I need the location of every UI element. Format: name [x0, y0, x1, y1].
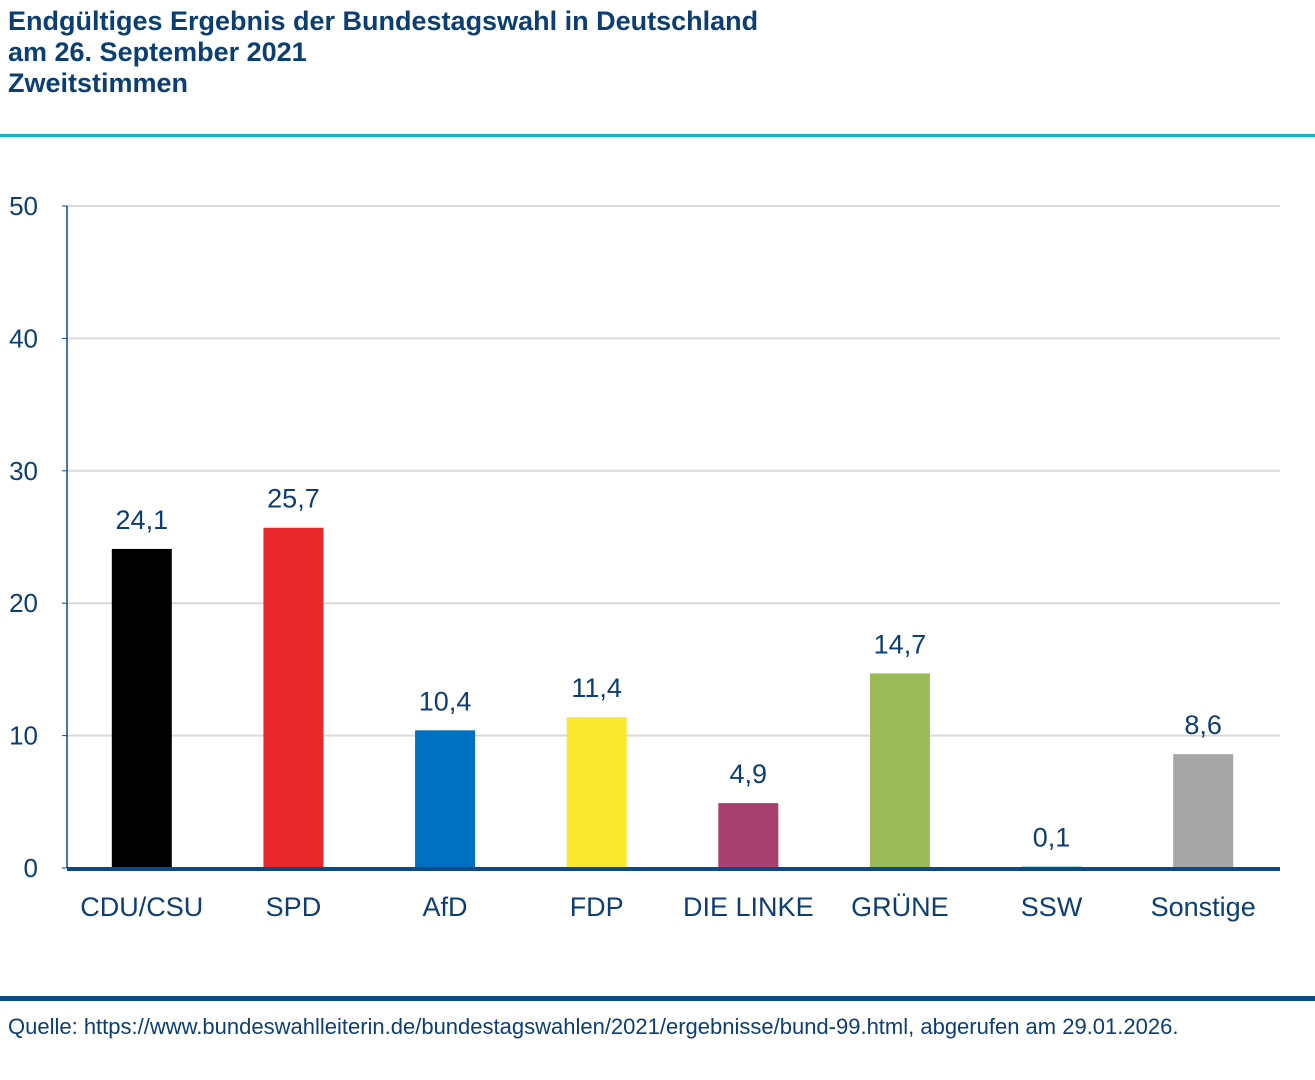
x-category-label: CDU/CSU — [80, 892, 203, 922]
bars — [111, 527, 1234, 868]
y-tick-label: 50 — [9, 191, 38, 221]
y-tick-label: 0 — [24, 853, 38, 883]
chart-subtitle: Zweitstimmen — [8, 68, 189, 98]
bar-die-linke — [718, 803, 779, 868]
source-note: Quelle: https://www.bundeswahlleiterin.d… — [8, 1014, 1179, 1039]
data-label: 4,9 — [730, 759, 768, 789]
y-tick-label: 30 — [9, 456, 38, 486]
x-category-label: Sonstige — [1151, 892, 1256, 922]
chart-title: Endgültiges Ergebnis der Bundestagswahl … — [8, 6, 758, 99]
bar-chart: 0 10 20 30 40 50 24,1 25,7 10,4 11,4 4,9 14,7 0,1 8,… — [9, 191, 1280, 922]
y-tick-label: 10 — [9, 721, 38, 751]
x-category-label: SSW — [1021, 892, 1083, 922]
y-axis-ticks: 0 10 20 30 40 50 — [9, 191, 67, 883]
data-labels: 24,1 25,7 10,4 11,4 4,9 14,7 0,1 8,6 — [116, 484, 1222, 853]
data-label: 14,7 — [874, 629, 927, 659]
data-label: 25,7 — [267, 484, 320, 514]
footer-divider — [0, 996, 1315, 1001]
bar-grüne — [869, 673, 930, 868]
bar-cdu-csu — [111, 548, 172, 868]
x-axis-labels: CDU/CSU SPD AfD FDP DIE LINKE GRÜNE SSW Sonstig… — [80, 892, 1255, 922]
y-tick-label: 40 — [9, 323, 38, 353]
x-category-label: DIE LINKE — [683, 892, 814, 922]
chart-title-line-1: Endgültiges Ergebnis der Bundestagswahl … — [8, 6, 759, 36]
data-label: 24,1 — [116, 505, 169, 535]
x-category-label: SPD — [266, 892, 322, 922]
data-label: 10,4 — [419, 686, 472, 716]
data-label: 0,1 — [1033, 823, 1071, 853]
data-label: 11,4 — [571, 673, 622, 703]
x-category-label: FDP — [570, 892, 624, 922]
title-divider — [0, 134, 1315, 137]
bar-afd — [415, 730, 476, 868]
y-tick-label: 20 — [9, 588, 38, 618]
bar-fdp — [566, 717, 627, 868]
bar-spd — [263, 527, 324, 868]
chart-title-line-2: am 26. September 2021 — [8, 37, 307, 67]
data-label: 8,6 — [1184, 710, 1222, 740]
x-category-label: AfD — [423, 892, 468, 922]
gridlines — [67, 205, 1280, 737]
x-category-label: GRÜNE — [851, 892, 949, 922]
bar-sonstige — [1173, 754, 1234, 868]
